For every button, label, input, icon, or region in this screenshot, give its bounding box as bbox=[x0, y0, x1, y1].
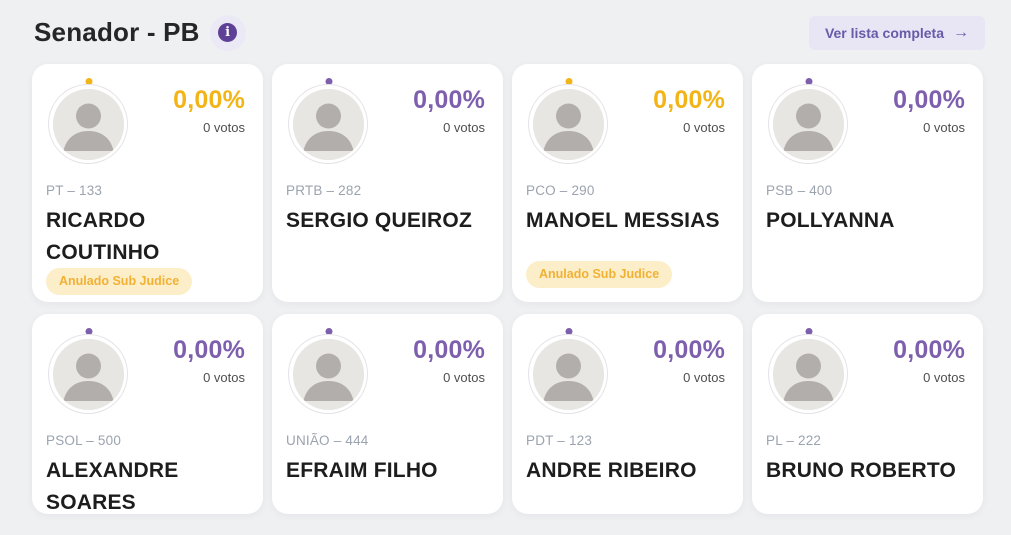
candidate-photo bbox=[526, 326, 612, 420]
candidate-photo bbox=[286, 326, 372, 420]
result-block: 0,00% 0 votos bbox=[413, 76, 485, 170]
photo-ring bbox=[528, 334, 608, 414]
party-number: PCO – 290 bbox=[526, 183, 595, 198]
result-block: 0,00% 0 votos bbox=[173, 76, 245, 170]
vote-count: 0 votos bbox=[923, 120, 965, 135]
party-color-dot-icon bbox=[325, 78, 333, 85]
party-number: PSB – 400 bbox=[766, 183, 833, 198]
info-icon[interactable]: i bbox=[209, 14, 246, 51]
party-color-dot-icon bbox=[565, 78, 573, 85]
vote-percentage: 0,00% bbox=[413, 336, 485, 364]
card-top: 0,00% 0 votos bbox=[766, 326, 965, 420]
person-avatar-icon bbox=[293, 89, 364, 160]
person-avatar-icon bbox=[53, 339, 124, 410]
candidate-card[interactable]: 0,00% 0 votos PT – 133 RICARDO COUTINHO … bbox=[32, 64, 263, 302]
party-color-dot-icon bbox=[85, 78, 93, 85]
vote-count: 0 votos bbox=[923, 370, 965, 385]
candidate-name: BRUNO ROBERTO bbox=[766, 459, 957, 482]
candidate-name: ALEXANDRE SOARES bbox=[46, 459, 179, 514]
candidate-card[interactable]: 0,00% 0 votos PCO – 290 MANOEL MESSIAS A… bbox=[512, 64, 743, 302]
vote-percentage: 0,00% bbox=[653, 86, 725, 114]
vote-count: 0 votos bbox=[683, 370, 725, 385]
candidate-card[interactable]: 0,00% 0 votos PRTB – 282 SERGIO QUEIROZ bbox=[272, 64, 503, 302]
party-color-dot-icon bbox=[565, 328, 573, 335]
candidate-name: POLLYANNA bbox=[766, 209, 895, 232]
result-block: 0,00% 0 votos bbox=[173, 326, 245, 420]
party-number: PSOL – 500 bbox=[46, 433, 122, 448]
photo-ring bbox=[48, 334, 128, 414]
vote-percentage: 0,00% bbox=[173, 336, 245, 364]
card-top: 0,00% 0 votos bbox=[526, 76, 725, 170]
candidates-grid: 0,00% 0 votos PT – 133 RICARDO COUTINHO … bbox=[32, 64, 983, 514]
vote-percentage: 0,00% bbox=[893, 86, 965, 114]
party-number: PDT – 123 bbox=[526, 433, 593, 448]
candidate-name: ANDRE RIBEIRO bbox=[526, 459, 697, 482]
vote-count: 0 votos bbox=[203, 120, 245, 135]
candidate-photo bbox=[766, 326, 852, 420]
candidate-photo bbox=[766, 76, 852, 170]
result-block: 0,00% 0 votos bbox=[653, 76, 725, 170]
photo-ring bbox=[288, 334, 368, 414]
vote-count: 0 votos bbox=[443, 370, 485, 385]
vote-percentage: 0,00% bbox=[413, 86, 485, 114]
header: Senador - PB i Ver lista completa → bbox=[0, 0, 1011, 64]
person-avatar-icon bbox=[293, 339, 364, 410]
party-color-dot-icon bbox=[85, 328, 93, 335]
person-avatar-icon bbox=[533, 89, 604, 160]
candidate-card[interactable]: 0,00% 0 votos PSOL – 500 ALEXANDRE SOARE… bbox=[32, 314, 263, 514]
card-top: 0,00% 0 votos bbox=[286, 76, 485, 170]
party-number: PRTB – 282 bbox=[286, 183, 362, 198]
party-number: PT – 133 bbox=[46, 183, 103, 198]
vote-percentage: 0,00% bbox=[893, 336, 965, 364]
status-badge: Anulado Sub Judice bbox=[526, 261, 673, 288]
status-badge: Anulado Sub Judice bbox=[46, 268, 193, 295]
result-block: 0,00% 0 votos bbox=[893, 76, 965, 170]
card-top: 0,00% 0 votos bbox=[46, 76, 245, 170]
vote-count: 0 votos bbox=[203, 370, 245, 385]
photo-ring bbox=[768, 334, 848, 414]
photo-ring bbox=[528, 84, 608, 164]
person-avatar-icon bbox=[53, 89, 124, 160]
card-top: 0,00% 0 votos bbox=[526, 326, 725, 420]
candidate-name: RICARDO COUTINHO bbox=[46, 209, 160, 264]
result-block: 0,00% 0 votos bbox=[413, 326, 485, 420]
card-top: 0,00% 0 votos bbox=[46, 326, 245, 420]
view-full-list-label: Ver lista completa bbox=[824, 24, 944, 41]
party-number: UNIÃO – 444 bbox=[286, 433, 369, 448]
result-block: 0,00% 0 votos bbox=[653, 326, 725, 420]
candidate-name: EFRAIM FILHO bbox=[286, 459, 438, 482]
title-group: Senador - PB i bbox=[34, 14, 246, 51]
person-avatar-icon bbox=[533, 339, 604, 410]
card-top: 0,00% 0 votos bbox=[766, 76, 965, 170]
vote-percentage: 0,00% bbox=[653, 336, 725, 364]
photo-ring bbox=[768, 84, 848, 164]
vote-count: 0 votos bbox=[443, 120, 485, 135]
person-avatar-icon bbox=[773, 339, 844, 410]
party-color-dot-icon bbox=[805, 328, 813, 335]
photo-ring bbox=[48, 84, 128, 164]
card-top: 0,00% 0 votos bbox=[286, 326, 485, 420]
candidate-photo bbox=[286, 76, 372, 170]
party-number: PL – 222 bbox=[766, 433, 822, 448]
photo-ring bbox=[288, 84, 368, 164]
vote-count: 0 votos bbox=[683, 120, 725, 135]
candidate-name: SERGIO QUEIROZ bbox=[286, 209, 472, 232]
vote-percentage: 0,00% bbox=[173, 86, 245, 114]
party-color-dot-icon bbox=[325, 328, 333, 335]
page-title: Senador - PB bbox=[34, 17, 200, 47]
candidate-card[interactable]: 0,00% 0 votos PL – 222 BRUNO ROBERTO bbox=[752, 314, 983, 514]
view-full-list-button[interactable]: Ver lista completa → bbox=[808, 15, 985, 50]
party-color-dot-icon bbox=[805, 78, 813, 85]
candidate-photo bbox=[46, 326, 132, 420]
candidate-card[interactable]: 0,00% 0 votos PDT – 123 ANDRE RIBEIRO bbox=[512, 314, 743, 514]
candidate-card[interactable]: 0,00% 0 votos UNIÃO – 444 EFRAIM FILHO bbox=[272, 314, 503, 514]
candidate-photo bbox=[526, 76, 612, 170]
candidate-name: MANOEL MESSIAS bbox=[526, 209, 720, 232]
info-icon-glyph: i bbox=[218, 23, 238, 42]
candidate-card[interactable]: 0,00% 0 votos PSB – 400 POLLYANNA bbox=[752, 64, 983, 302]
candidate-photo bbox=[46, 76, 132, 170]
result-block: 0,00% 0 votos bbox=[893, 326, 965, 420]
person-avatar-icon bbox=[773, 89, 844, 160]
arrow-right-icon: → bbox=[953, 23, 969, 41]
